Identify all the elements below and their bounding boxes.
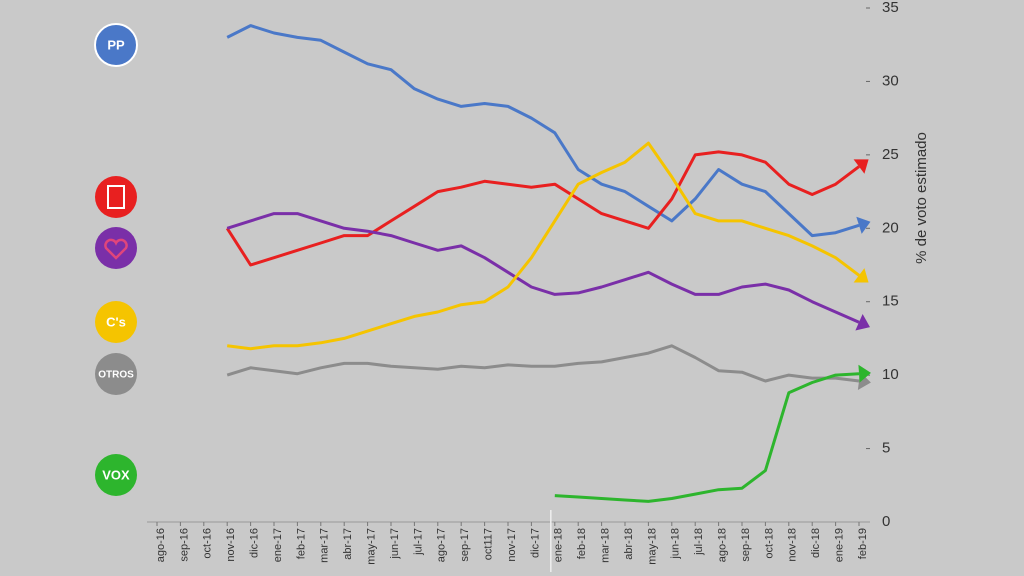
x-tick-label: ene-18 <box>553 528 565 562</box>
y-tick-label: 10 <box>882 366 899 383</box>
y-tick-label: 30 <box>882 72 899 89</box>
legend-label: PP <box>107 37 125 52</box>
x-tick-label: ago-16 <box>155 528 167 562</box>
x-tick-label: sep-18 <box>740 528 752 562</box>
x-tick-label: dic-18 <box>810 528 822 558</box>
y-tick-label: 15 <box>882 293 899 310</box>
legend-logo <box>95 454 137 496</box>
x-tick-label: nov-16 <box>225 528 237 562</box>
x-tick-label: oct-18 <box>763 528 775 559</box>
x-tick-label: abr-17 <box>342 528 354 560</box>
x-tick-label: feb-19 <box>857 528 869 559</box>
x-tick-label: oct117 <box>483 528 495 560</box>
x-tick-label: dic-17 <box>529 528 541 558</box>
x-tick-label: dic-16 <box>249 528 261 558</box>
series-line <box>226 344 860 383</box>
x-tick-label: jun-18 <box>670 528 682 560</box>
series-line <box>554 372 860 503</box>
end-arrow <box>855 314 870 331</box>
x-tick-label: ene-19 <box>834 528 846 562</box>
x-tick-label: jul-18 <box>693 528 705 556</box>
x-tick-label: feb-18 <box>576 528 588 559</box>
end-arrow <box>856 216 871 234</box>
legend-label: C's <box>106 314 126 329</box>
series-line <box>226 24 860 238</box>
end-arrow <box>853 159 869 174</box>
x-tick-label: ago-17 <box>436 528 448 562</box>
y-tick-label: 25 <box>882 146 899 163</box>
y-tick-label: 20 <box>882 219 899 236</box>
x-tick-label: mar-18 <box>600 528 612 563</box>
series-line <box>225 150 860 267</box>
legend-logo <box>95 353 137 395</box>
x-tick-label: abr-18 <box>623 528 635 560</box>
x-tick-label: may-18 <box>646 528 658 565</box>
x-tick-label: ene-17 <box>272 528 284 562</box>
legend-icon <box>107 185 125 209</box>
x-tick-label: sep-17 <box>459 528 471 562</box>
x-tick-label: nov-18 <box>787 528 799 562</box>
legend-logo <box>95 176 137 218</box>
y-tick-label: 35 <box>882 0 899 16</box>
legend-logo <box>95 301 137 343</box>
legend-logo <box>95 227 137 269</box>
x-tick-label: may-17 <box>366 528 378 565</box>
legend-icon <box>104 238 128 260</box>
end-arrow <box>853 268 869 283</box>
y-axis-title: % de voto estimado <box>913 132 930 264</box>
x-tick-label: jun-17 <box>389 528 401 560</box>
x-tick-label: feb-17 <box>295 528 307 559</box>
x-tick-label: sep-16 <box>178 528 190 562</box>
x-tick-label: oct-16 <box>202 528 214 559</box>
x-tick-label: ago-18 <box>717 528 729 562</box>
x-tick-label: jul-17 <box>412 528 424 556</box>
legend-label: VOX <box>102 467 130 482</box>
x-tick-label: nov-17 <box>506 528 518 562</box>
series-line <box>227 141 860 351</box>
x-tick-label: mar-17 <box>319 528 331 563</box>
y-tick-label: 0 <box>882 513 890 530</box>
end-arrow <box>858 364 871 383</box>
legend-label: OTROS <box>98 370 134 381</box>
series-line <box>226 212 860 324</box>
y-tick-label: 5 <box>882 440 890 457</box>
legend-logo <box>94 23 138 67</box>
